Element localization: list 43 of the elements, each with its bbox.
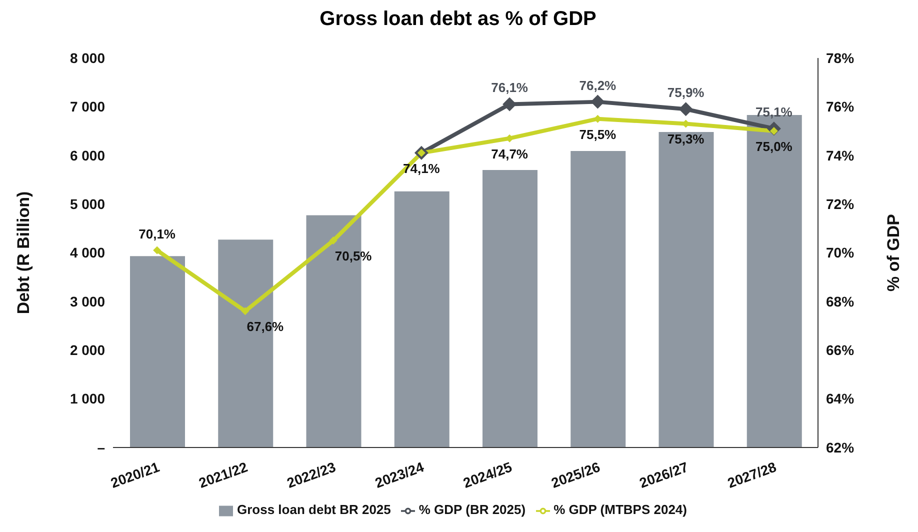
bar (482, 170, 538, 448)
data-label: 76,2% (579, 78, 617, 93)
legend-label: Gross loan debt BR 2025 (237, 502, 391, 518)
point (153, 246, 162, 254)
data-label: 70,1% (138, 226, 176, 242)
data-label: 75,9% (667, 85, 705, 100)
y2-tick-label: 78% (826, 50, 855, 66)
y2-tick-label: 72% (826, 196, 855, 212)
y-axis-title: Debt (R Billion) (14, 191, 34, 314)
y-tick-label: 4 000 (70, 244, 106, 261)
point (678, 102, 693, 116)
y-tick-label: 1 000 (70, 390, 106, 407)
legend-label: % GDP (MTBPS 2024) (554, 502, 687, 518)
y-tick-label: 3 000 (70, 293, 106, 310)
bar (658, 132, 714, 448)
data-label: 75,5% (579, 126, 617, 142)
y2-tick-label: 70% (826, 244, 855, 261)
y-tick-label: 6 000 (70, 147, 106, 164)
point (241, 307, 250, 316)
data-label: 74,7% (491, 146, 528, 162)
y2-tick-label: 76% (826, 98, 855, 115)
data-label: 76,1% (491, 80, 528, 96)
y2-tick-label: 74% (826, 147, 855, 164)
bar (130, 256, 185, 448)
y2-tick-label: 68% (826, 293, 855, 310)
y-tick-label: 5 000 (70, 196, 106, 212)
y-tick-label: 8 000 (70, 50, 106, 66)
point (502, 97, 517, 112)
y2-axis-title: % of GDP (884, 214, 904, 292)
bar (394, 191, 450, 448)
data-label: 75,3% (667, 132, 705, 147)
data-label: 75,0% (756, 139, 793, 154)
y-tick-label: – (97, 439, 106, 456)
y2-tick-label: 66% (826, 342, 855, 358)
point (329, 236, 338, 245)
legend-label: % GDP (BR 2025) (418, 502, 526, 518)
chart-title: Gross loan debt as % of GDP (318, 8, 598, 32)
y-tick-label: 7 000 (70, 98, 106, 115)
y2-tick-label: 62% (826, 439, 855, 456)
point (590, 94, 605, 109)
y2-tick-label: 64% (826, 390, 855, 407)
bar (570, 150, 626, 448)
y-tick-label: 2 000 (70, 342, 106, 358)
